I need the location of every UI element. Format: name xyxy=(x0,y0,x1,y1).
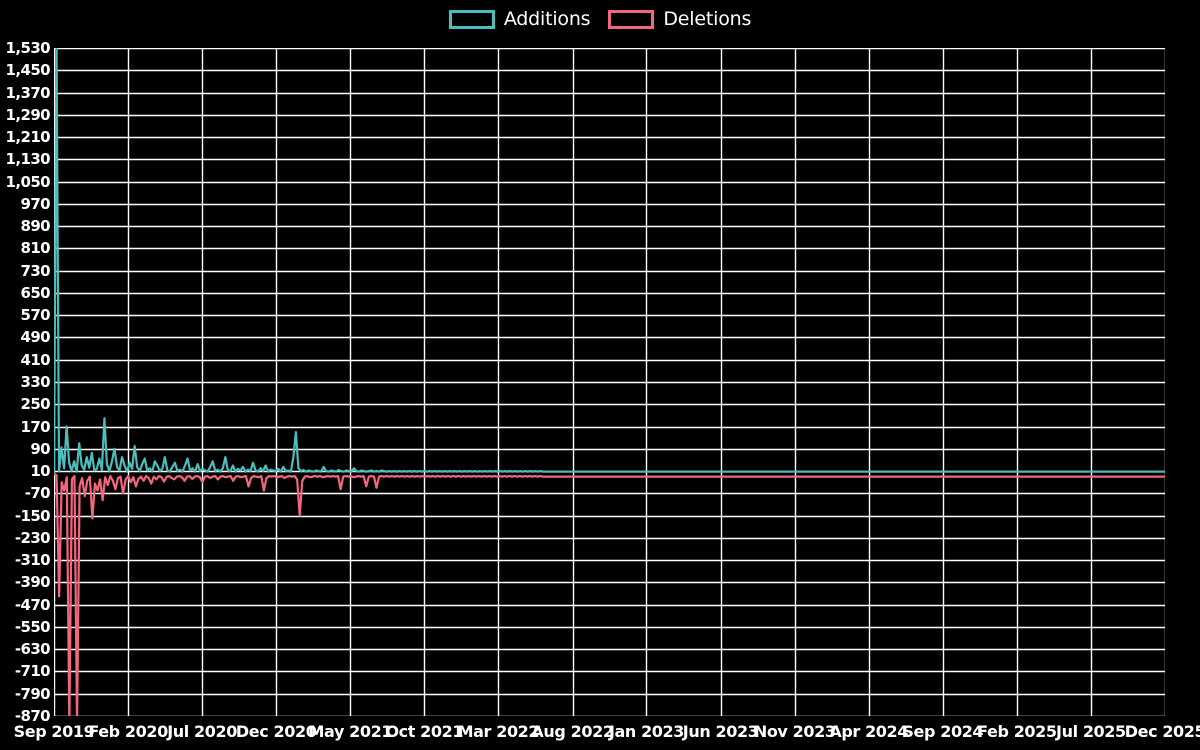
x-tick-label: May 2021 xyxy=(308,722,393,741)
y-tick-label: 410 xyxy=(20,350,50,369)
y-tick-label: 1,210 xyxy=(5,128,51,147)
x-tick-label: Mar 2022 xyxy=(457,722,540,741)
x-tick-label: Sep 2019 xyxy=(13,722,95,741)
series-line-additions[interactable] xyxy=(54,48,1165,474)
y-tick-label: 10 xyxy=(30,462,50,481)
x-tick-label: Feb 2025 xyxy=(977,722,1057,741)
y-axis: 1,530 1,450 1,370 1,290 1,210 1,130 1,050 970 89… xyxy=(0,0,51,750)
y-tick-label: 1,530 xyxy=(5,39,51,57)
x-tick-label: Feb 2020 xyxy=(88,722,168,741)
y-tick-label: -390 xyxy=(14,573,51,592)
y-tick-label: -870 xyxy=(14,707,51,725)
y-tick-label: 730 xyxy=(20,261,50,280)
x-tick-label: Oct 2021 xyxy=(385,722,464,741)
series-swatch-icon-additions xyxy=(448,9,495,29)
y-tick-label: 1,450 xyxy=(5,61,51,80)
y-tick-label: 330 xyxy=(20,373,50,391)
y-tick-label: 1,130 xyxy=(5,150,51,169)
y-tick-label: 1,290 xyxy=(5,105,51,124)
y-tick-label: -710 xyxy=(14,662,51,681)
y-tick-label: -230 xyxy=(14,528,51,547)
series-line-deletions[interactable] xyxy=(54,473,1165,716)
y-tick-label: -150 xyxy=(14,506,51,525)
x-tick-label: Jul 2025 xyxy=(1056,722,1126,741)
y-tick-label: 970 xyxy=(20,194,50,213)
y-tick-label: -550 xyxy=(14,617,51,636)
y-tick-label: 650 xyxy=(20,283,50,302)
x-tick-label: Sep 2024 xyxy=(902,722,984,741)
x-tick-label: Jan 2023 xyxy=(608,722,685,741)
x-tick-label: Jul 2020 xyxy=(167,722,237,741)
y-tick-label: -310 xyxy=(14,551,51,570)
legend-label-deletions: Deletions xyxy=(663,8,752,30)
legend-label-additions: Additions xyxy=(503,8,591,30)
y-tick-label: 250 xyxy=(20,395,50,414)
y-tick-label: 490 xyxy=(20,328,50,347)
y-tick-label: 1,050 xyxy=(5,172,51,191)
x-tick-label: Dec 2025 xyxy=(1124,722,1200,741)
x-axis: Sep 2019 Feb 2020 Jul 2020 Dec 2020 May 2021… xyxy=(0,718,1200,750)
plot-area xyxy=(54,48,1165,716)
y-tick-label: 810 xyxy=(20,239,50,258)
x-tick-label: Nov 2023 xyxy=(753,722,836,741)
x-tick-label: Apr 2024 xyxy=(829,722,909,741)
plot-svg xyxy=(54,48,1165,716)
x-tick-label: Aug 2022 xyxy=(531,722,614,741)
y-tick-label: 170 xyxy=(20,417,50,436)
y-tick-label: 570 xyxy=(20,306,50,325)
x-tick-label: Dec 2020 xyxy=(235,722,317,741)
legend-entry-deletions[interactable]: Deletions xyxy=(608,8,751,30)
x-tick-label: Jun 2023 xyxy=(682,722,759,741)
y-tick-label: -790 xyxy=(14,684,51,703)
legend-entry-additions[interactable]: Additions xyxy=(448,8,591,30)
chart-legend: Additions Deletions xyxy=(0,4,1200,34)
y-tick-label: 1,370 xyxy=(5,83,51,102)
y-tick-label: -70 xyxy=(24,484,51,503)
y-tick-label: 890 xyxy=(20,217,50,236)
y-tick-label: -630 xyxy=(14,640,51,659)
series-swatch-icon-deletions xyxy=(608,9,655,29)
y-tick-label: -470 xyxy=(14,595,51,614)
y-tick-label: 90 xyxy=(30,439,50,458)
